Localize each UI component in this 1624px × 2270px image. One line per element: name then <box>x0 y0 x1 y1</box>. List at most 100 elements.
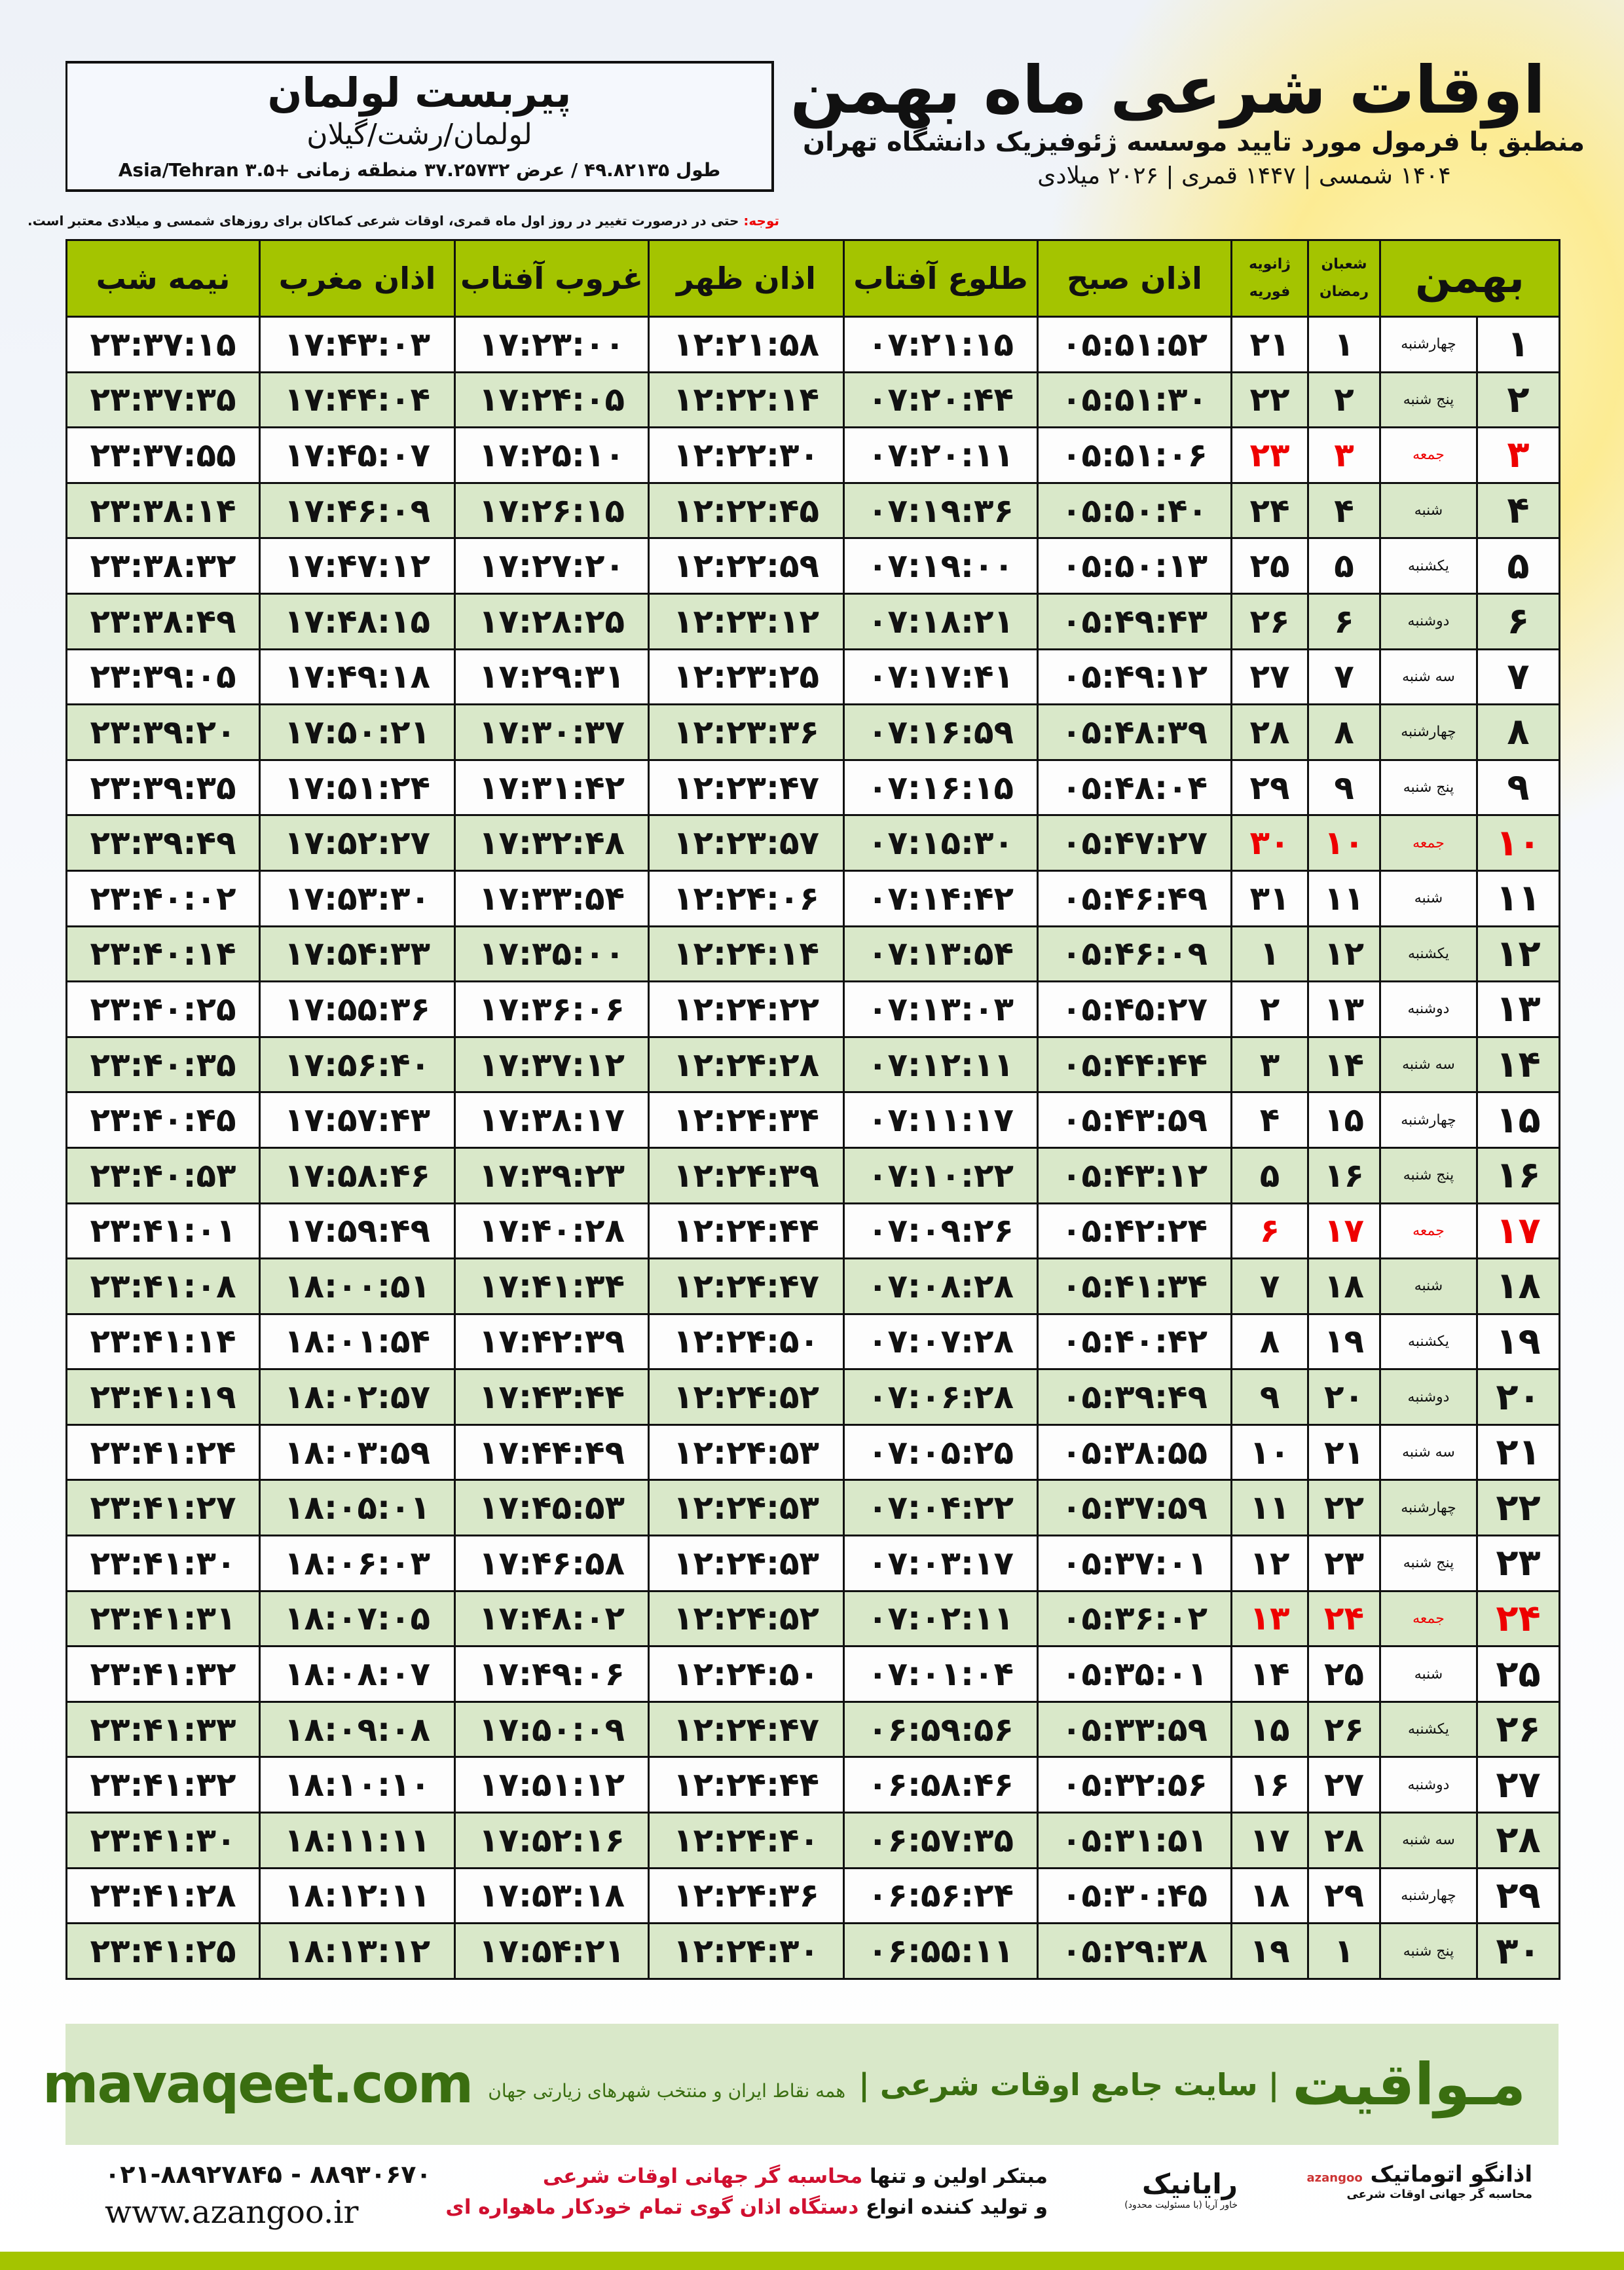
hijri-day: ۱ <box>1307 1922 1381 1980</box>
day-number: ۲۴ <box>1476 1590 1560 1648</box>
hijri-day: ۶ <box>1307 592 1381 650</box>
midnight-time: ۲۳:۴۱:۱۹ <box>65 1368 261 1426</box>
sunset-time: ۱۷:۳۵:۰۰ <box>454 925 650 983</box>
maghrib-time: ۱۷:۴۹:۱۸ <box>259 648 456 706</box>
location-box: پیربست لولمان لولمان/رشت/گیلان طول ۴۹.۸۲… <box>65 61 774 192</box>
banner-brand-group: مـواقیت | سایت جامع اوقات شرعی | همه نقا… <box>488 2051 1526 2118</box>
maghrib-time: ۱۷:۵۰:۲۱ <box>259 703 456 761</box>
header-hijri-top: شعبان <box>1321 256 1367 273</box>
fajr-time: ۰۵:۴۶:۴۹ <box>1037 869 1232 927</box>
weekday: پنج شنبه <box>1379 1922 1478 1980</box>
maghrib-time: ۱۷:۵۴:۳۳ <box>259 925 456 983</box>
maghrib-time: ۱۷:۵۶:۴۰ <box>259 1035 456 1094</box>
midnight-time: ۲۳:۴۰:۱۴ <box>65 925 261 983</box>
title-block: اوقات شرعی ماه بهمن منطبق با فرمول مورد … <box>790 52 1585 190</box>
day-number: ۵ <box>1476 537 1560 595</box>
weekday: پنج شنبه <box>1379 1146 1478 1204</box>
sunset-time: ۱۷:۳۳:۵۴ <box>454 869 650 927</box>
day-number: ۶ <box>1476 592 1560 650</box>
table-row: ۹ پنج شنبه ۹ ۲۹ ۰۵:۴۸:۰۴ ۰۷:۱۶:۱۵ ۱۲:۲۳:۴۷ ۱۷:۳… <box>65 758 1560 817</box>
hijri-day: ۲۹ <box>1307 1867 1381 1925</box>
logo1-sub: محاسبه گر جهانی اوقات شرعی <box>1346 2187 1532 2201</box>
sunset-time: ۱۷:۲۷:۲۰ <box>454 537 650 595</box>
dhuhr-time: ۱۲:۲۲:۴۵ <box>648 481 845 540</box>
logo1-brand: azangoo <box>1306 2171 1363 2185</box>
weekday: شنبه <box>1379 481 1478 540</box>
weekday: یکشنبه <box>1379 925 1478 983</box>
gregorian-day: ۱۷ <box>1230 1812 1309 1869</box>
table-row: ۸ چهارشنبه ۸ ۲۸ ۰۵:۴۸:۳۹ ۰۷:۱۶:۵۹ ۱۲:۲۳:۳۶ ۱۷:۳… <box>65 703 1560 761</box>
table-row: ۱ چهارشنبه ۱ ۲۱ ۰۵:۵۱:۵۲ ۰۷:۲۱:۱۵ ۱۲:۲۱:۵۸ ۱۷:۲… <box>65 316 1560 373</box>
fajr-time: ۰۵:۵۱:۳۰ <box>1037 371 1232 429</box>
midnight-time: ۲۳:۴۱:۳۱ <box>65 1590 261 1648</box>
maghrib-time: ۱۷:۵۳:۳۰ <box>259 869 456 927</box>
tagline-2a: و تولید کننده انواع <box>858 2195 1048 2219</box>
note-label: توجه: <box>743 213 779 229</box>
gregorian-day: ۲۵ <box>1230 537 1309 595</box>
gregorian-day: ۱۰ <box>1230 1423 1309 1481</box>
fajr-time: ۰۵:۴۹:۱۲ <box>1037 648 1232 706</box>
sunrise-time: ۰۷:۲۰:۱۱ <box>843 426 1039 484</box>
table-row: ۱۳ دوشنبه ۱۳ ۲ ۰۵:۴۵:۲۷ ۰۷:۱۳:۰۳ ۱۲:۲۴:۲۲ ۱۷:۳۶… <box>65 980 1560 1038</box>
table-row: ۱۷ جمعه ۱۷ ۶ ۰۵:۴۲:۲۴ ۰۷:۰۹:۲۶ ۱۲:۲۴:۴۴ ۱۷:۴۰:۲… <box>65 1202 1560 1260</box>
maghrib-time: ۱۸:۱۰:۱۰ <box>259 1756 456 1814</box>
banner-url[interactable]: mavaqeet.com <box>43 2053 473 2115</box>
midnight-time: ۲۳:۴۱:۳۳ <box>65 1700 261 1758</box>
maghrib-time: ۱۸:۰۶:۰۳ <box>259 1535 456 1592</box>
day-number: ۲۸ <box>1476 1812 1560 1869</box>
maghrib-time: ۱۷:۴۳:۰۳ <box>259 316 456 373</box>
maghrib-time: ۱۷:۵۲:۲۷ <box>259 814 456 872</box>
fajr-time: ۰۵:۲۹:۳۸ <box>1037 1922 1232 1980</box>
dhuhr-time: ۱۲:۲۳:۴۷ <box>648 758 845 817</box>
dhuhr-time: ۱۲:۲۱:۵۸ <box>648 316 845 373</box>
midnight-time: ۲۳:۳۷:۳۵ <box>65 371 261 429</box>
fajr-time: ۰۵:۴۵:۲۷ <box>1037 980 1232 1038</box>
sunset-time: ۱۷:۳۲:۴۸ <box>454 814 650 872</box>
maghrib-time: ۱۸:۰۹:۰۸ <box>259 1700 456 1758</box>
table-row: ۵ یکشنبه ۵ ۲۵ ۰۵:۵۰:۱۳ ۰۷:۱۹:۰۰ ۱۲:۲۲:۵۹ ۱۷:۲۷:… <box>65 537 1560 595</box>
day-number: ۱۶ <box>1476 1146 1560 1204</box>
table-row: ۱۵ چهارشنبه ۱۵ ۴ ۰۵:۴۳:۵۹ ۰۷:۱۱:۱۷ ۱۲:۲۴:۳۴ ۱۷:… <box>65 1091 1560 1149</box>
day-number: ۱۹ <box>1476 1312 1560 1371</box>
table-row: ۱۰ جمعه ۱۰ ۳۰ ۰۵:۴۷:۲۷ ۰۷:۱۵:۳۰ ۱۲:۲۳:۵۷ ۱۷:۳۲:… <box>65 814 1560 872</box>
hijri-day: ۱۳ <box>1307 980 1381 1038</box>
sunrise-time: ۰۷:۱۰:۲۲ <box>843 1146 1039 1204</box>
gregorian-day: ۵ <box>1230 1146 1309 1204</box>
dhuhr-time: ۱۲:۲۴:۵۲ <box>648 1590 845 1648</box>
sunset-time: ۱۷:۵۱:۱۲ <box>454 1756 650 1814</box>
header-hijri-bottom: رمضان <box>1319 284 1369 300</box>
gregorian-day: ۱۴ <box>1230 1645 1309 1703</box>
sunrise-time: ۰۷:۲۱:۱۵ <box>843 316 1039 373</box>
maghrib-time: ۱۸:۰۸:۰۷ <box>259 1645 456 1703</box>
sunrise-time: ۰۷:۰۲:۱۱ <box>843 1590 1039 1648</box>
fajr-time: ۰۵:۳۵:۰۱ <box>1037 1645 1232 1703</box>
midnight-time: ۲۳:۴۰:۳۵ <box>65 1035 261 1094</box>
weekday: شنبه <box>1379 1257 1478 1315</box>
table-row: ۲۴ جمعه ۲۴ ۱۳ ۰۵:۳۶:۰۲ ۰۷:۰۲:۱۱ ۱۲:۲۴:۵۲ ۱۷:۴۸:… <box>65 1590 1560 1648</box>
dhuhr-time: ۱۲:۲۳:۲۵ <box>648 648 845 706</box>
weekday: دوشنبه <box>1379 1368 1478 1426</box>
dhuhr-time: ۱۲:۲۴:۴۰ <box>648 1812 845 1869</box>
location-path: لولمان/رشت/گیلان <box>306 118 532 151</box>
header-month: بهمن <box>1379 239 1560 318</box>
dhuhr-time: ۱۲:۲۴:۵۰ <box>648 1645 845 1703</box>
hijri-day: ۷ <box>1307 648 1381 706</box>
table-row: ۲۳ پنج شنبه ۲۳ ۱۲ ۰۵:۳۷:۰۱ ۰۷:۰۳:۱۷ ۱۲:۲۴:۵۳ ۱۷… <box>65 1535 1560 1592</box>
hijri-day: ۸ <box>1307 703 1381 761</box>
sunset-time: ۱۷:۳۸:۱۷ <box>454 1091 650 1149</box>
day-number: ۴ <box>1476 481 1560 540</box>
location-coords: طول ۴۹.۸۲۱۳۵ / عرض ۳۷.۲۵۷۳۲ منطقه زمانی … <box>118 159 721 181</box>
weekday: یکشنبه <box>1379 537 1478 595</box>
footer-website[interactable]: www.azangoo.ir <box>105 2194 359 2231</box>
sunset-time: ۱۷:۴۳:۴۴ <box>454 1368 650 1426</box>
sunrise-time: ۰۷:۱۵:۳۰ <box>843 814 1039 872</box>
sunrise-time: ۰۷:۰۷:۲۸ <box>843 1312 1039 1371</box>
logo1-text: اذانگو اتوماتیک <box>1370 2161 1532 2187</box>
sunrise-time: ۰۶:۵۵:۱۱ <box>843 1922 1039 1980</box>
gregorian-day: ۳۱ <box>1230 869 1309 927</box>
prayer-times-table: بهمن شعبان رمضان ژانویه فوریه اذان صبح طلو… <box>65 239 1560 1980</box>
page-title: اوقات شرعی ماه بهمن <box>790 52 1545 128</box>
midnight-time: ۲۳:۴۱:۱۴ <box>65 1312 261 1371</box>
sunrise-time: ۰۷:۱۶:۱۵ <box>843 758 1039 817</box>
banner-subtext: همه نقاط ایران و منتخب شهرهای زیارتی جها… <box>488 2080 846 2102</box>
